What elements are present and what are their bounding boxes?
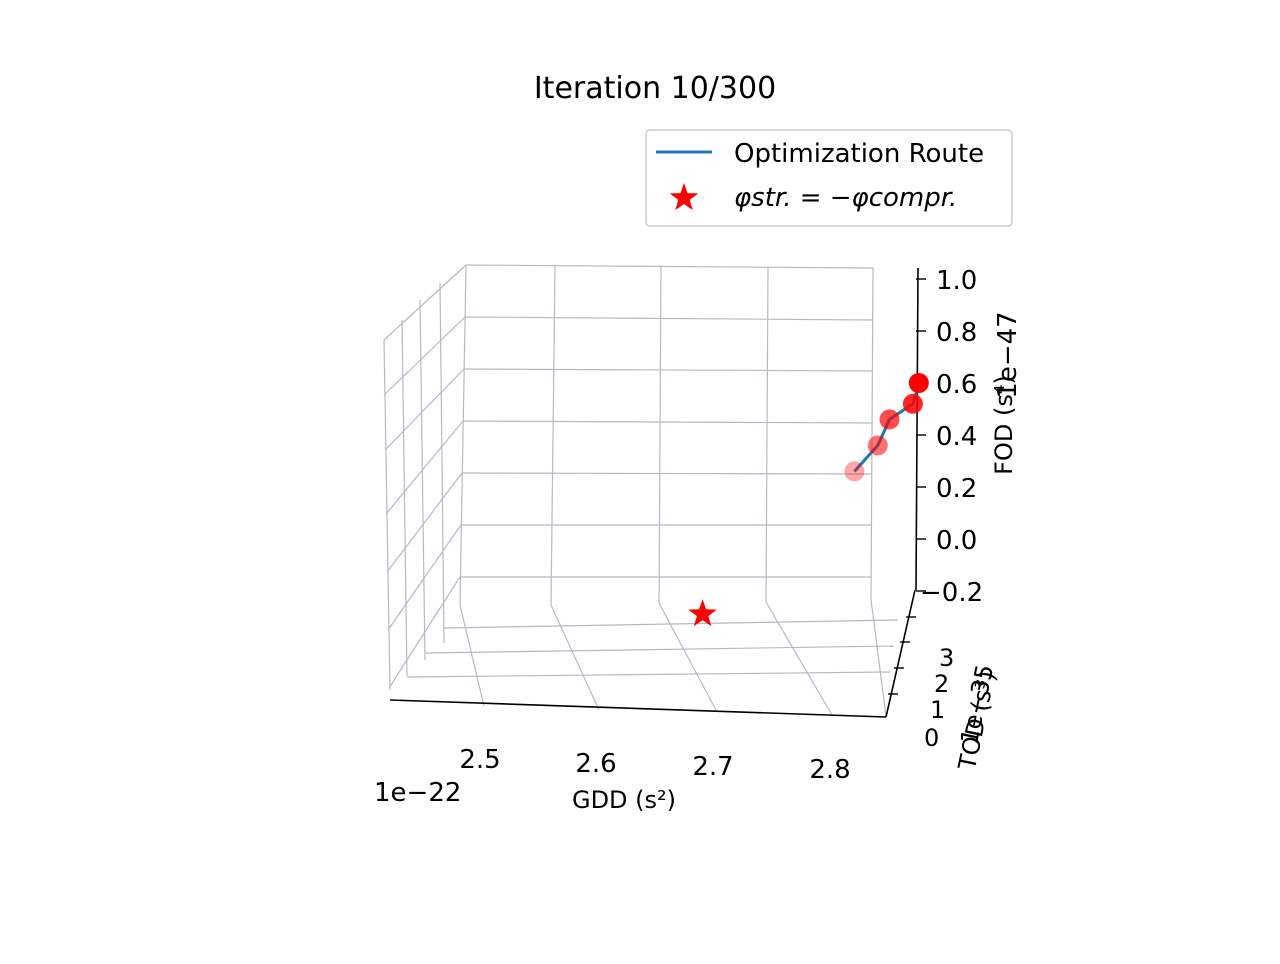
target-star-marker — [688, 599, 717, 627]
x-axis-line — [389, 699, 887, 718]
z-offset-label: 1e−47 — [993, 311, 1023, 398]
tick-marks — [888, 278, 926, 695]
chart-title: Iteration 10/300 — [534, 71, 776, 106]
x-tick-label: 2.8 — [809, 755, 850, 785]
side-pane-grid — [383, 264, 467, 691]
legend-route-label: Optimization Route — [734, 139, 984, 169]
route-point — [867, 435, 888, 456]
z-tick-label: 1.0 — [936, 266, 977, 296]
y-tick-label: 3 — [939, 644, 954, 672]
z-tick-label: 0.0 — [936, 526, 977, 556]
z-tick-label: 0.4 — [936, 422, 977, 452]
legend-target-label: φstr. = −φcompr. — [734, 183, 957, 213]
route-point — [879, 409, 900, 430]
z-tick-label: −0.2 — [920, 578, 983, 608]
floor-pane-grid — [406, 599, 899, 717]
y-tick-label: 0 — [924, 724, 939, 752]
x-axis-label: GDD (s²) — [572, 786, 676, 814]
x-tick-label: 2.7 — [692, 752, 733, 782]
y-tick-labels: 0 1 2 3 — [924, 644, 954, 752]
back-pane-grid — [459, 264, 874, 606]
z-axis-line — [915, 267, 919, 591]
z-tick-label: 0.2 — [936, 474, 977, 504]
route-point — [908, 373, 929, 393]
z-tick-labels: 1.0 0.8 0.6 0.4 0.2 0.0 −0.2 — [920, 266, 983, 608]
x-offset-label: 1e−22 — [374, 778, 461, 808]
data-layer — [688, 373, 929, 627]
legend: Optimization Route φstr. = −φcompr. — [645, 129, 1013, 227]
z-axis-label: FOD (s⁴) — [990, 375, 1018, 475]
z-tick-label: 0.6 — [936, 370, 977, 400]
y-axis-line — [885, 589, 916, 718]
x-tick-label: 2.6 — [575, 749, 616, 779]
axis-lines — [389, 267, 919, 718]
z-tick-label: 0.8 — [936, 318, 977, 348]
legend-star-icon — [669, 183, 699, 211]
y-tick-label: 1 — [930, 696, 945, 724]
x-tick-labels: 2.5 2.6 2.7 2.8 — [459, 745, 850, 785]
x-tick-label: 2.5 — [459, 745, 500, 775]
legend-frame — [645, 129, 1013, 227]
y-tick-label: 2 — [934, 670, 949, 698]
route-point — [902, 393, 923, 414]
route-point — [844, 461, 865, 482]
